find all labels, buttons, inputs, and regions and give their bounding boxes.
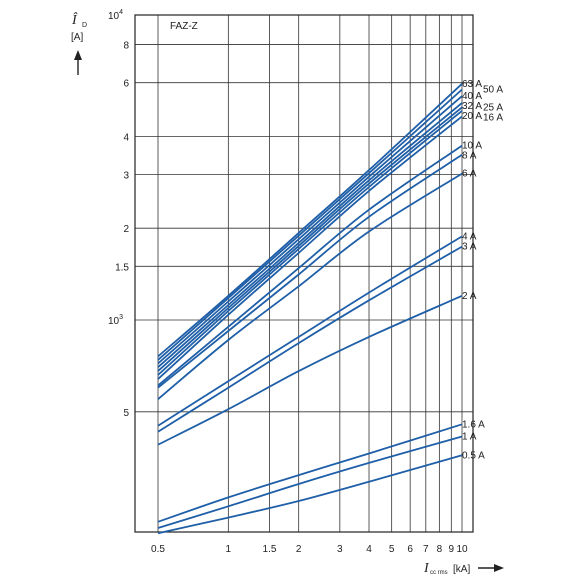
series-label-1_6a: 1.6 A [462,419,485,430]
y-axis-unit: [A] [71,32,83,43]
series-line-0_5a [157,454,463,535]
series-label-20a: 20 A [462,111,482,122]
x-tick-labels: 0.5 1 1.5 2 3 4 5 6 7 8 9 10 [151,544,468,555]
x-tick-label: 7 [423,544,429,555]
y-tick-label: 2 [123,224,129,235]
series-line-8a [157,154,463,389]
series-line-3a [157,245,463,433]
y-axis-symbol: Î [71,11,78,28]
series-line-1a [157,435,463,529]
series-label-4a: 4 A [462,231,477,242]
x-axis-arrow-icon [478,564,504,572]
x-tick-label: 1.5 [263,544,277,555]
series-line-1_6a [157,423,463,523]
x-tick-label: 10 [456,544,468,555]
series-label-32a: 32 A [462,101,482,112]
x-tick-label: 1 [226,544,232,555]
series-label-16a: 16 A [483,112,503,123]
plot-frame [134,14,474,533]
series-label-8a: 8 A [462,151,477,162]
x-tick-label: 9 [449,544,455,555]
x-axis-label: I cc rms [kA] [423,561,504,576]
y-tick-label: 3 [123,170,129,181]
series-line-50a [157,88,463,361]
chart-title: FAZ-Z [170,21,198,32]
y-axis-label: Î D [A] [71,11,87,75]
series-line-10a [157,144,463,387]
x-axis-unit: [kA] [453,564,470,575]
y-tick-label: 104 [108,9,123,22]
series-label-1a: 1 A [462,431,477,442]
y-tick-labels: 5 103 1.5 2 3 4 6 8 104 [108,9,129,419]
series-line-6a [157,172,463,400]
x-axis-symbol: I [423,561,430,576]
series-label-6a: 6 A [462,169,477,180]
series-label-2a: 2 A [462,291,477,302]
series-layer [157,83,463,535]
series-line-63a [157,83,463,358]
y-axis-subscript: D [82,22,87,29]
series-label-10a: 10 A [462,141,482,152]
x-tick-label: 5 [389,544,395,555]
x-tick-label: 0.5 [151,544,165,555]
x-tick-label: 2 [296,544,302,555]
x-tick-label: 6 [407,544,413,555]
series-line-32a [157,102,463,368]
x-axis-subscript: cc rms [430,570,448,576]
grid [135,14,473,532]
y-tick-label: 103 [108,314,123,327]
series-labels: 63 A50 A40 A32 A 25 A20 A 16 A 10 A8 A 6 A 4 … [462,79,503,462]
x-tick-label: 3 [337,544,343,555]
series-label-50a: 50 A [483,84,503,95]
y-tick-label: 8 [123,41,129,52]
y-axis-arrow-icon [74,50,82,75]
series-label-63a: 63 A [462,79,482,90]
x-tick-label: 8 [437,544,443,555]
series-line-16a [157,115,463,380]
y-tick-label: 6 [123,79,129,90]
series-line-4a [157,235,463,427]
series-label-0_5a: 0.5 A [462,450,485,461]
series-label-25a: 25 A [483,102,503,113]
y-tick-label: 4 [123,132,129,143]
series-line-20a [157,110,463,376]
series-line-25a [157,106,463,372]
series-label-3a: 3 A [462,242,477,253]
series-line-2a [157,294,463,446]
series-label-40a: 40 A [462,91,482,102]
y-tick-label: 1.5 [115,262,129,273]
series-line-40a [157,95,463,365]
y-tick-label: 5 [123,408,129,419]
x-tick-label: 4 [366,544,372,555]
